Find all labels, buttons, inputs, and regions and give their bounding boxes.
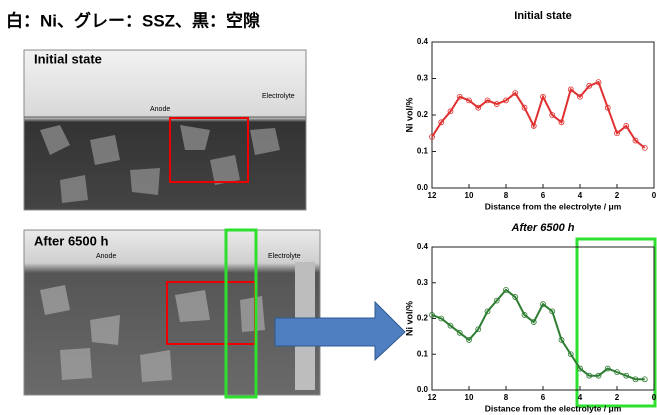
x-axis-label: Distance from the electrolyte / μm xyxy=(485,403,622,413)
y-tick-label: 0.2 xyxy=(417,314,429,323)
y-tick-label: 0.1 xyxy=(417,147,429,156)
y-tick-label: 0.1 xyxy=(417,349,429,358)
plot-frame xyxy=(432,247,654,390)
image-label: Initial state xyxy=(34,51,102,66)
image-label: After 6500 h xyxy=(34,233,108,248)
y-axis-label: Ni vol/% xyxy=(404,301,414,336)
x-tick-label: 2 xyxy=(615,393,620,402)
chart-title: After 6500 h xyxy=(511,222,575,234)
header-title: 白：Ni、グレー：SSZ、黒：空隙 xyxy=(6,10,260,30)
data-line xyxy=(432,290,645,379)
x-tick-label: 8 xyxy=(504,393,509,402)
data-line xyxy=(432,82,645,148)
x-tick-label: 12 xyxy=(428,191,437,200)
anode-label: Anode xyxy=(96,253,116,260)
x-tick-label: 0 xyxy=(652,393,657,402)
plot-frame xyxy=(432,42,654,188)
y-tick-label: 0.4 xyxy=(417,242,429,251)
y-tick-label: 0.3 xyxy=(417,278,429,287)
x-tick-label: 4 xyxy=(578,191,583,200)
x-tick-label: 6 xyxy=(541,191,546,200)
y-tick-label: 0.2 xyxy=(417,110,429,119)
electrolyte-label: Electrolyte xyxy=(262,93,295,100)
x-tick-label: 8 xyxy=(504,191,509,200)
electrolyte-label: Electrolyte xyxy=(268,253,301,260)
anode-label: Anode xyxy=(150,106,170,113)
x-tick-label: 6 xyxy=(541,393,546,402)
page: 白：Ni、グレー：SSZ、黒：空隙 Initial state Anode El… xyxy=(0,0,657,415)
y-axis-label: Ni vol/% xyxy=(404,97,414,132)
x-tick-label: 4 xyxy=(578,393,583,402)
x-tick-label: 10 xyxy=(465,191,474,200)
x-tick-label: 2 xyxy=(615,191,620,200)
x-tick-label: 0 xyxy=(652,191,657,200)
x-tick-label: 10 xyxy=(465,393,474,402)
x-axis-label: Distance from the electrolyte / μm xyxy=(485,201,622,211)
y-tick-label: 0.3 xyxy=(417,74,429,83)
chart-title: Initial state xyxy=(514,10,571,22)
y-tick-label: 0.4 xyxy=(417,37,429,46)
x-tick-label: 12 xyxy=(428,393,437,402)
